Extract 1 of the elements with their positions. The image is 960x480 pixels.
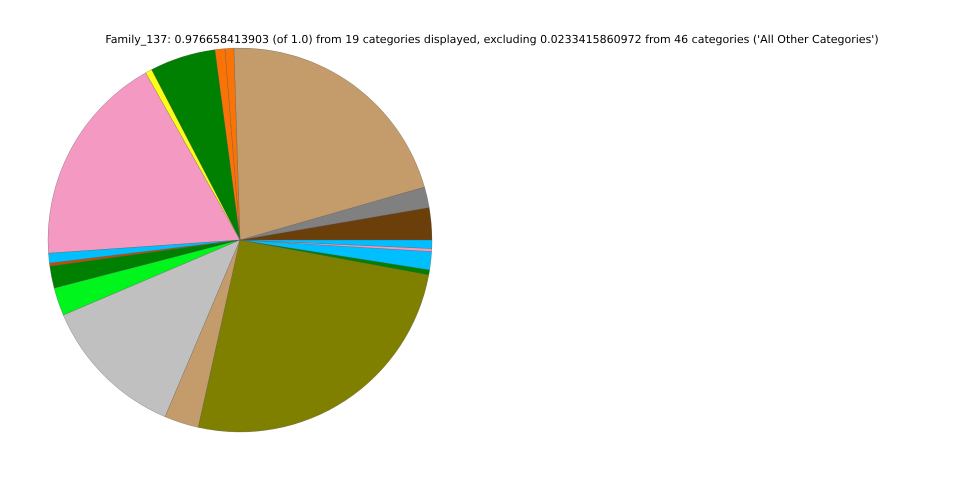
text: Family_137: 0.976658413903 (of 1.0) from 19 categories displayed, excluding 0.0233415860972 from 46 categories ('All Other Categories') bbox=[105, 33, 879, 46]
